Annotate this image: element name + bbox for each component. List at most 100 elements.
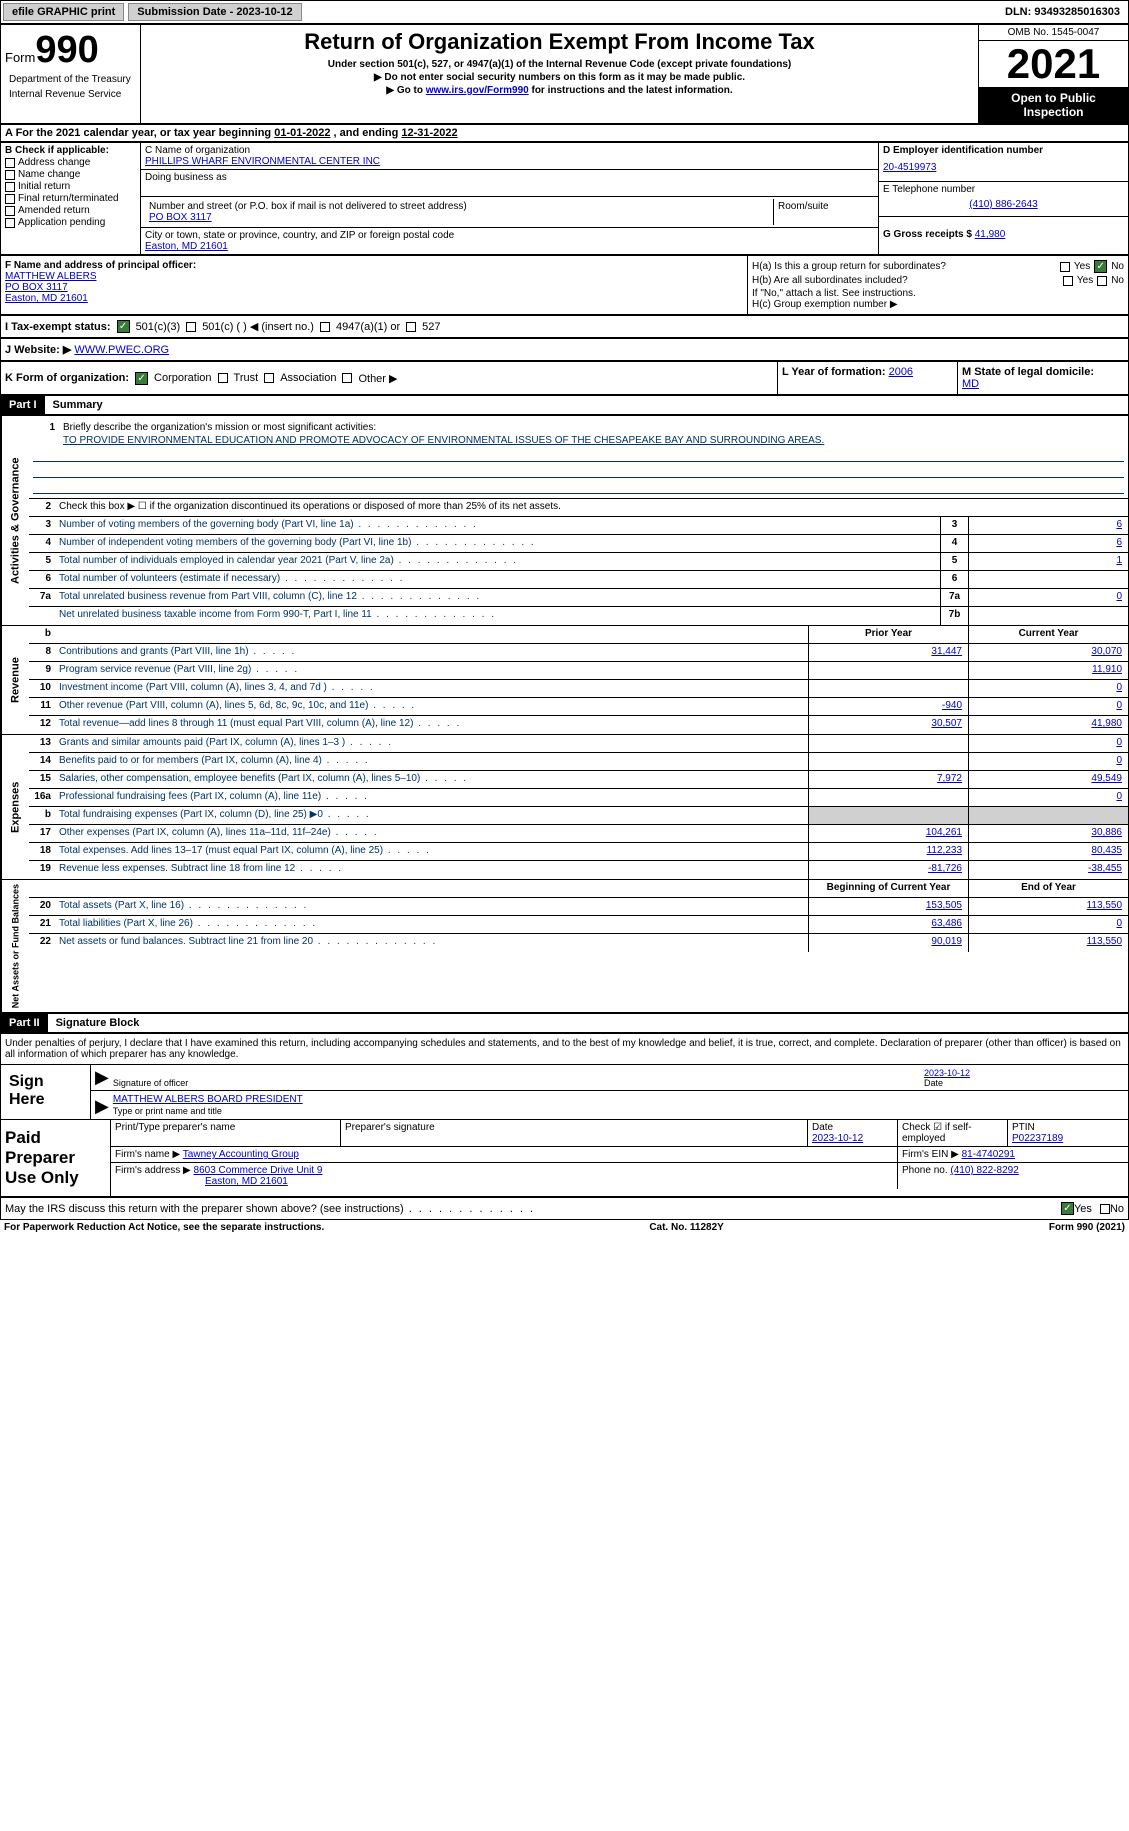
submission-date-button[interactable]: Submission Date - 2023-10-12 bbox=[128, 3, 301, 21]
current-val: 0 bbox=[968, 698, 1128, 715]
cb-4947[interactable] bbox=[320, 322, 330, 332]
opt-trust: Trust bbox=[234, 372, 259, 384]
cb-name-change[interactable]: Name change bbox=[5, 169, 136, 180]
discuss-no-cb[interactable] bbox=[1100, 1204, 1110, 1214]
current-val: 0 bbox=[968, 735, 1128, 752]
cb-527[interactable] bbox=[406, 322, 416, 332]
cb-501c[interactable] bbox=[186, 322, 196, 332]
firm-ein-label: Firm's EIN ▶ bbox=[902, 1149, 959, 1160]
expense-line: 15Salaries, other compensation, employee… bbox=[29, 771, 1128, 789]
efile-print-button[interactable]: efile GRAPHIC print bbox=[3, 3, 124, 21]
revenue-line: 8Contributions and grants (Part VIII, li… bbox=[29, 644, 1128, 662]
form-org-label: K Form of organization: bbox=[5, 372, 129, 384]
officer-group-section: F Name and address of principal officer:… bbox=[0, 255, 1129, 315]
phone-label: E Telephone number bbox=[883, 184, 1124, 195]
line-num: 9 bbox=[29, 662, 55, 679]
prior-val bbox=[808, 807, 968, 824]
current-val: 0 bbox=[968, 789, 1128, 806]
cb-amended[interactable]: Amended return bbox=[5, 205, 136, 216]
cb-trust[interactable] bbox=[218, 373, 228, 383]
check-self-employed: Check ☑ if self-employed bbox=[898, 1120, 1008, 1146]
cb-corporation[interactable]: ✓ bbox=[135, 372, 148, 385]
line-num: 12 bbox=[29, 716, 55, 734]
org-name: PHILLIPS WHARF ENVIRONMENTAL CENTER INC bbox=[145, 156, 874, 167]
firm-addr-label: Firm's address ▶ bbox=[115, 1165, 191, 1176]
form-number: 990 bbox=[35, 29, 98, 71]
opt-501c3: 501(c)(3) bbox=[136, 321, 181, 333]
footer-left: For Paperwork Reduction Act Notice, see … bbox=[4, 1222, 324, 1233]
line-box: 7a bbox=[940, 589, 968, 606]
cb-application-pending[interactable]: Application pending bbox=[5, 217, 136, 228]
website-label: J Website: ▶ bbox=[5, 344, 71, 356]
form-header: Form990 Department of the Treasury Inter… bbox=[0, 24, 1129, 124]
line-num: 19 bbox=[29, 861, 55, 879]
period-end: 12-31-2022 bbox=[401, 127, 457, 139]
street-cell: Number and street (or P.O. box if mail i… bbox=[145, 199, 774, 225]
discuss-yes-cb[interactable]: ✓ bbox=[1061, 1202, 1074, 1215]
part2-title: Signature Block bbox=[48, 1014, 148, 1032]
line-val bbox=[968, 571, 1128, 588]
line-num bbox=[29, 607, 55, 625]
firm-phone: (410) 822-8292 bbox=[950, 1165, 1018, 1176]
org-name-label: C Name of organization bbox=[145, 145, 874, 156]
line-num: 17 bbox=[29, 825, 55, 842]
revenue-line: 10Investment income (Part VIII, column (… bbox=[29, 680, 1128, 698]
hb-note: If "No," attach a list. See instructions… bbox=[752, 288, 1124, 299]
officer-title-label: Type or print name and title bbox=[113, 1106, 222, 1116]
section-d-e-g: D Employer identification number 20-4519… bbox=[878, 143, 1128, 254]
ha-no-cb[interactable]: ✓ bbox=[1094, 260, 1107, 273]
footer-center: Cat. No. 11282Y bbox=[649, 1222, 723, 1233]
summary-line: 4Number of independent voting members of… bbox=[29, 535, 1128, 553]
end-val: 0 bbox=[968, 916, 1128, 933]
irs-link[interactable]: www.irs.gov/Form990 bbox=[426, 85, 529, 96]
phone-cell: E Telephone number (410) 886-2643 bbox=[879, 182, 1128, 217]
officer-addr1: PO BOX 3117 bbox=[5, 282, 743, 293]
instruction-2: ▶ Go to www.irs.gov/Form990 for instruct… bbox=[145, 85, 974, 96]
cb-501c3[interactable]: ✓ bbox=[117, 320, 130, 333]
penalty-text: Under penalties of perjury, I declare th… bbox=[1, 1034, 1128, 1064]
summary-line: 7aTotal unrelated business revenue from … bbox=[29, 589, 1128, 607]
dept-treasury: Department of the Treasury bbox=[5, 72, 136, 87]
officer-name: MATTHEW ALBERS bbox=[5, 271, 743, 282]
website-value[interactable]: WWW.PWEC.ORG bbox=[74, 344, 169, 356]
dba-cell: Doing business as bbox=[141, 170, 878, 197]
line-num: 10 bbox=[29, 680, 55, 697]
netasset-line: 20Total assets (Part X, line 16)153,5051… bbox=[29, 898, 1128, 916]
line-desc: Total expenses. Add lines 13–17 (must eq… bbox=[55, 843, 808, 860]
prior-val bbox=[808, 662, 968, 679]
current-val: -38,455 bbox=[968, 861, 1128, 879]
gross-value: 41,980 bbox=[975, 229, 1006, 240]
hb-yes-cb[interactable] bbox=[1063, 276, 1073, 286]
line-desc: Total liabilities (Part X, line 26) bbox=[55, 916, 808, 933]
sig-arrow-icon-2: ▶ bbox=[95, 1096, 109, 1117]
current-val: 30,886 bbox=[968, 825, 1128, 842]
cb-other[interactable] bbox=[342, 373, 352, 383]
prep-date-label: Date bbox=[812, 1122, 833, 1133]
instruction-2-pre: ▶ Go to bbox=[386, 85, 425, 96]
sig-arrow-icon: ▶ bbox=[95, 1067, 109, 1088]
cb-initial-return[interactable]: Initial return bbox=[5, 181, 136, 192]
discuss-no: No bbox=[1110, 1203, 1124, 1215]
city-label: City or town, state or province, country… bbox=[145, 230, 874, 241]
discuss-text: May the IRS discuss this return with the… bbox=[5, 1203, 1061, 1215]
form-subtitle: Under section 501(c), 527, or 4947(a)(1)… bbox=[145, 59, 974, 70]
line-num: 14 bbox=[29, 753, 55, 770]
ha-yes-cb[interactable] bbox=[1060, 262, 1070, 272]
form-org-row: K Form of organization: ✓Corporation Tru… bbox=[0, 361, 1129, 395]
hb-no-cb[interactable] bbox=[1097, 276, 1107, 286]
hb-no: No bbox=[1111, 275, 1124, 286]
cb-final-return[interactable]: Final return/terminated bbox=[5, 193, 136, 204]
cb-address-change[interactable]: Address change bbox=[5, 157, 136, 168]
line-desc: Total unrelated business revenue from Pa… bbox=[55, 589, 940, 606]
line-desc: Number of voting members of the governin… bbox=[55, 517, 940, 534]
line-num: b bbox=[29, 807, 55, 824]
line-desc: Grants and similar amounts paid (Part IX… bbox=[55, 735, 808, 752]
expense-line: 19Revenue less expenses. Subtract line 1… bbox=[29, 861, 1128, 879]
revenue-line: 9Program service revenue (Part VIII, lin… bbox=[29, 662, 1128, 680]
prior-val: 7,972 bbox=[808, 771, 968, 788]
current-val: 49,549 bbox=[968, 771, 1128, 788]
preparer-section: Paid Preparer Use Only Print/Type prepar… bbox=[1, 1119, 1128, 1196]
cb-association[interactable] bbox=[264, 373, 274, 383]
line-desc: Investment income (Part VIII, column (A)… bbox=[55, 680, 808, 697]
form-label: Form bbox=[5, 50, 35, 65]
